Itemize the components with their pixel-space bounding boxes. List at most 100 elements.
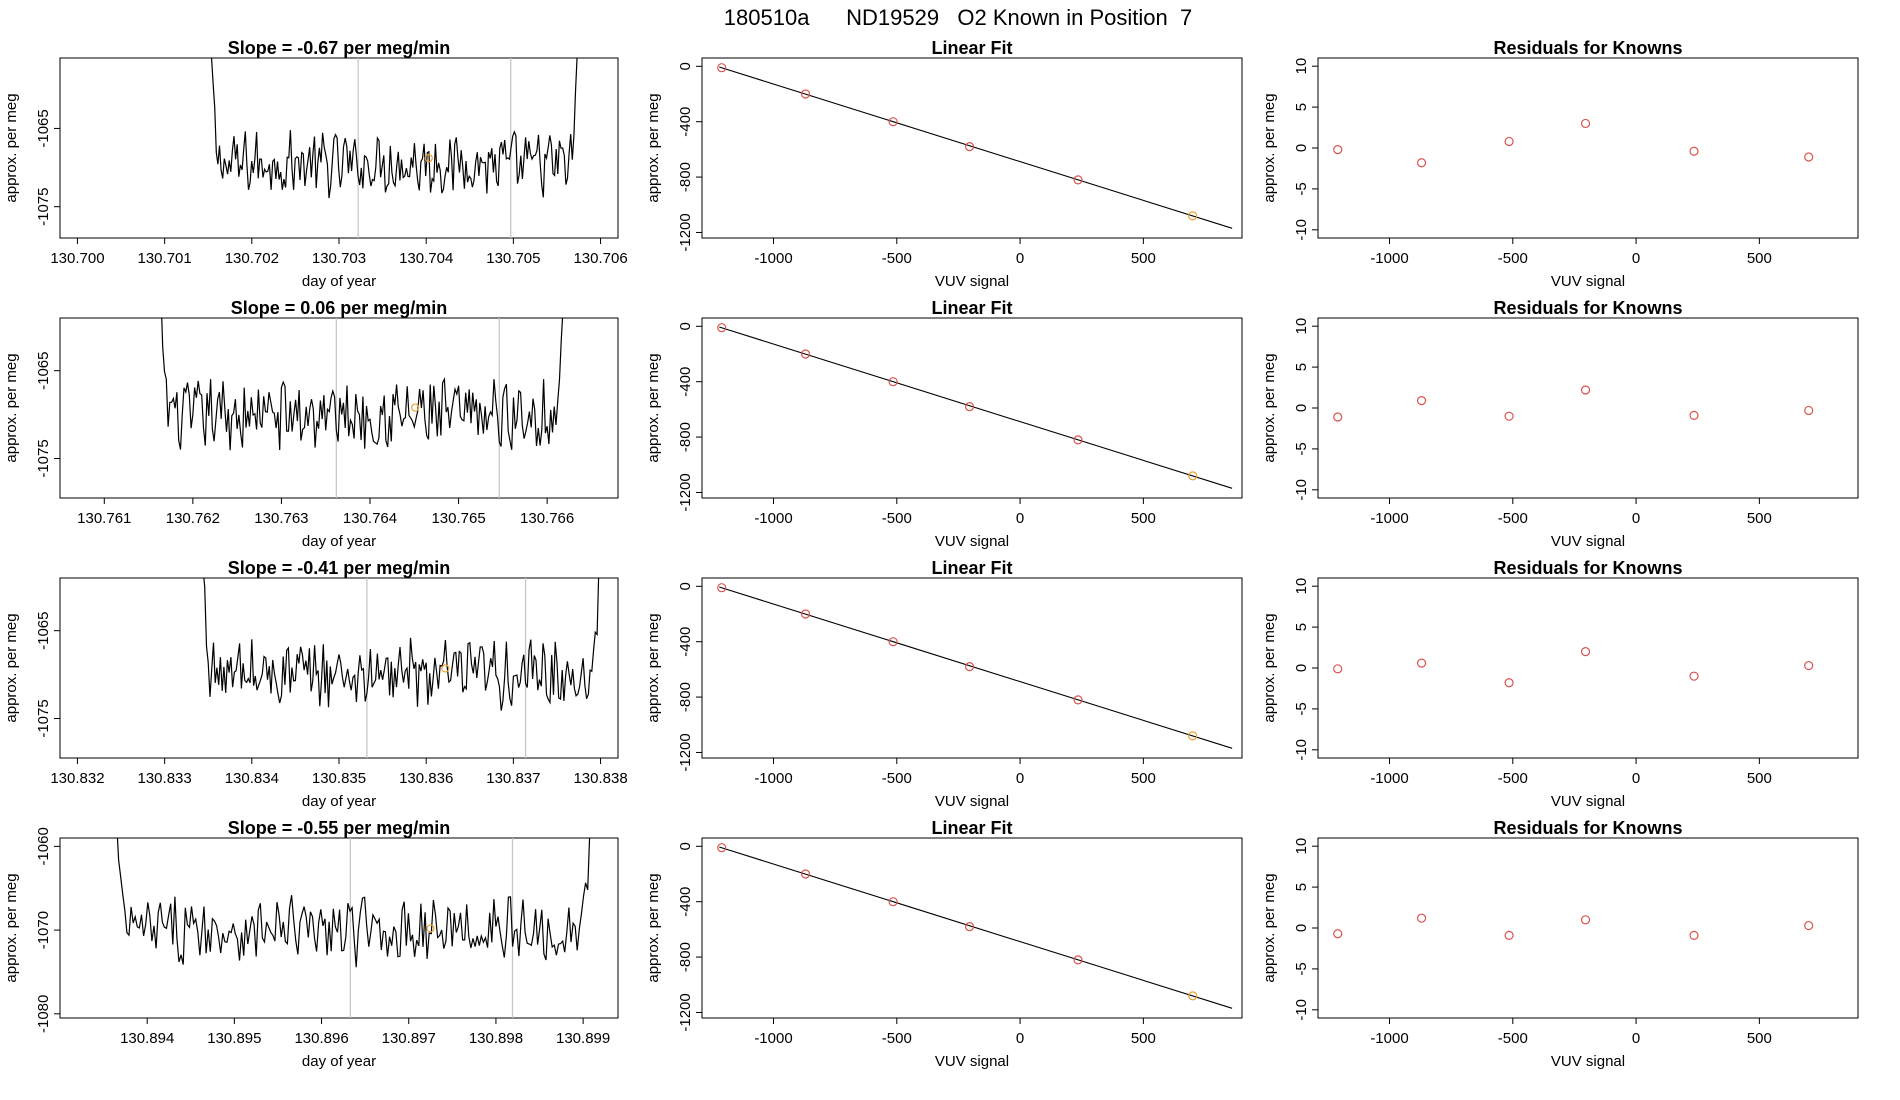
x-tick-label: 500	[1747, 510, 1772, 527]
highlight-point	[426, 924, 435, 933]
data-point	[1416, 158, 1427, 168]
x-tick-label: 130.762	[166, 510, 220, 527]
data-point	[1689, 930, 1699, 940]
highlight-point	[441, 664, 450, 673]
chart-panel-2-row-3: Linear Fit VUV signal approx. per meg -1000…	[645, 558, 1243, 810]
x-tick-label: 500	[1747, 1030, 1772, 1047]
panel-title: Residuals for Knowns	[1493, 298, 1682, 318]
x-tick-label: 130.899	[556, 1030, 610, 1047]
fit-line	[719, 66, 1233, 229]
x-tick-label: 0	[1016, 250, 1024, 267]
plot-frame	[701, 577, 1243, 759]
y-tick-label: 0	[677, 582, 694, 590]
data-point	[717, 583, 727, 593]
data-point	[1333, 145, 1343, 155]
x-tick-label: 130.833	[138, 770, 192, 787]
data-point	[1580, 118, 1591, 129]
chart-panel-3-row-3: Residuals for Knowns VUV signal approx. pe…	[1261, 558, 1859, 810]
data-point	[1073, 955, 1083, 965]
x-tick-label: -1000	[1370, 1030, 1408, 1047]
x-tick-label: 130.763	[254, 510, 308, 527]
y-tick-label: -800	[677, 422, 694, 452]
panel-title: Slope = -0.67 per meg/min	[228, 38, 451, 58]
data-point	[1504, 678, 1514, 688]
y-tick-label: -400	[677, 367, 694, 397]
x-tick-label: -1000	[754, 1030, 792, 1047]
y-tick-label: -400	[677, 107, 694, 137]
y-tick-label: -1065	[35, 109, 52, 147]
plot-area	[161, 318, 564, 498]
y-tick-label: 10	[1293, 58, 1310, 75]
x-tick-label: 130.765	[431, 510, 485, 527]
plot-frame	[59, 577, 619, 759]
panel-title: Residuals for Knowns	[1493, 38, 1682, 58]
x-axis-label: VUV signal	[1551, 273, 1625, 290]
x-tick-label: 130.706	[573, 250, 627, 267]
x-tick-label: 0	[1016, 770, 1024, 787]
y-tick-label: -10	[1293, 219, 1310, 241]
figure-title: 180510a ND19529 O2 Known in Position 7	[724, 5, 1192, 30]
chart-panel-3-row-4: Residuals for Knowns VUV signal approx. pe…	[1261, 818, 1859, 1070]
panel-title: Linear Fit	[931, 298, 1012, 318]
highlight-point	[411, 403, 420, 412]
data-point	[800, 89, 811, 99]
x-tick-label: -500	[882, 250, 912, 267]
data-point	[1416, 913, 1427, 923]
y-tick-label: -1075	[35, 699, 52, 737]
y-tick-label: -10	[1293, 739, 1310, 761]
x-tick-label: 0	[1632, 250, 1640, 267]
x-tick-label: -500	[882, 510, 912, 527]
y-tick-label: 5	[1293, 623, 1310, 631]
chart-panel-3-row-2: Residuals for Knowns VUV signal approx. pe…	[1261, 298, 1859, 550]
x-axis-label: day of year	[302, 533, 376, 550]
y-tick-label: -1200	[677, 993, 694, 1031]
chart-panel-1-row-1: Slope = -0.67 per meg/min day of year appr…	[3, 38, 628, 290]
data-point	[1504, 411, 1514, 421]
y-tick-label: 10	[1293, 578, 1310, 595]
panel-title: Slope = -0.41 per meg/min	[228, 558, 451, 578]
x-tick-label: -500	[1498, 250, 1528, 267]
x-tick-label: -500	[882, 1030, 912, 1047]
chart-panel-1-row-4: Slope = -0.55 per meg/min day of year appr…	[3, 818, 619, 1070]
plot-frame	[59, 57, 619, 239]
data-point	[1188, 991, 1198, 1001]
x-tick-label: 130.898	[469, 1030, 523, 1047]
plot-area	[1333, 913, 1814, 940]
x-tick-label: 130.703	[312, 250, 366, 267]
x-tick-label: 0	[1016, 510, 1024, 527]
y-axis-label: approx. per meg	[1261, 873, 1278, 982]
y-tick-label: -400	[677, 627, 694, 657]
x-axis-label: VUV signal	[935, 1053, 1009, 1070]
x-tick-label: 130.766	[520, 510, 574, 527]
data-point	[1073, 175, 1083, 185]
y-axis-label: approx. per meg	[3, 613, 20, 722]
plot-frame	[59, 837, 619, 1019]
data-point	[1504, 930, 1514, 940]
x-axis-label: day of year	[302, 1053, 376, 1070]
data-point	[1504, 136, 1514, 147]
chart-panel-1-row-3: Slope = -0.41 per meg/min day of year appr…	[3, 558, 628, 810]
x-tick-label: 500	[1747, 770, 1772, 787]
x-axis-label: VUV signal	[1551, 1053, 1625, 1070]
y-tick-label: 0	[1293, 924, 1310, 932]
plot-frame	[1317, 577, 1859, 759]
panel-title: Slope = 0.06 per meg/min	[231, 298, 448, 318]
plot-area	[717, 323, 1233, 489]
panel-title: Residuals for Knowns	[1493, 558, 1682, 578]
x-tick-label: 0	[1632, 770, 1640, 787]
x-tick-label: 130.700	[50, 250, 104, 267]
y-tick-label: -1080	[35, 995, 52, 1033]
y-tick-label: -1070	[35, 911, 52, 949]
x-tick-label: 130.702	[225, 250, 279, 267]
y-tick-label: 5	[1293, 883, 1310, 891]
data-point	[717, 323, 727, 333]
x-tick-label: 500	[1131, 1030, 1156, 1047]
x-tick-label: 130.832	[50, 770, 104, 787]
data-point	[1188, 471, 1198, 481]
chart-panel-2-row-2: Linear Fit VUV signal approx. per meg -1000…	[645, 298, 1243, 550]
plot-area	[1333, 385, 1814, 422]
data-point	[1188, 211, 1198, 221]
x-tick-label: 130.834	[225, 770, 279, 787]
chart-panel-3-row-1: Residuals for Knowns VUV signal approx. pe…	[1261, 38, 1859, 290]
plot-frame	[1317, 57, 1859, 239]
